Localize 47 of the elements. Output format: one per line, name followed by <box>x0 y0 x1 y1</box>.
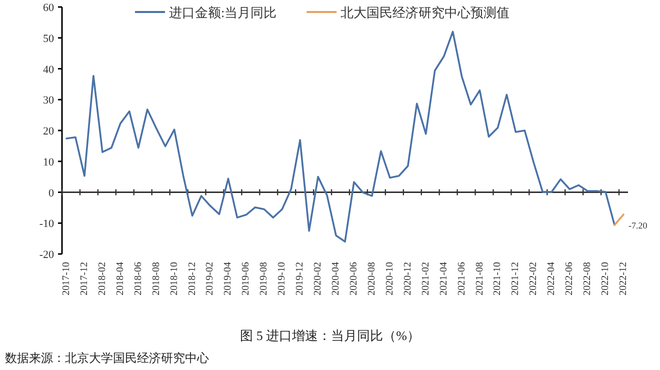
y-tick-label: 40 <box>43 64 54 76</box>
text: 图 5 进口增速：当月同比（%） <box>240 328 420 343</box>
y-tick-label: 20 <box>43 126 54 138</box>
x-tick-label: 2022-06 <box>564 262 576 296</box>
x-tick-label: 2019-02 <box>204 262 216 296</box>
x-tick-label: 2022-08 <box>582 262 594 296</box>
x-tick-label: 2021-02 <box>420 262 432 296</box>
x-tick-label: 2021-06 <box>456 262 468 296</box>
y-tick-label: 10 <box>43 156 54 168</box>
x-tick-label: 2021-08 <box>474 262 486 296</box>
x-tick-label: 2020-02 <box>312 262 324 296</box>
x-tick-label: 2021-10 <box>492 262 504 296</box>
x-tick-label: 2020-08 <box>366 262 378 296</box>
x-tick-label: 2019-06 <box>240 262 252 296</box>
line-series <box>66 30 616 243</box>
x-tick-label: 2017-10 <box>60 262 72 296</box>
x-tick-label: 2018-08 <box>150 262 162 296</box>
x-tick-label: 2019-08 <box>258 262 270 296</box>
x-tick-label: 2022-10 <box>600 262 612 296</box>
x-tick-label: 2017-12 <box>78 262 90 296</box>
y-tick-label: 60 <box>43 2 54 14</box>
x-tick-label: 2020-10 <box>384 262 396 296</box>
x-tick-label: 2019-04 <box>222 262 234 296</box>
legend-label: 进口金额:当月同比 <box>169 5 277 20</box>
source-note: 数据来源：北京大学国民经济研究中心 <box>5 351 209 365</box>
x-tick-label: 2019-10 <box>276 262 288 296</box>
y-tick-label: -20 <box>39 249 54 261</box>
x-tick-label: 2018-06 <box>132 262 144 296</box>
y-tick-label: 30 <box>43 94 54 107</box>
x-tick-label: 2018-10 <box>168 262 180 296</box>
x-tick-label: 2022-02 <box>528 262 540 296</box>
x-tick-label: 2019-12 <box>294 262 306 296</box>
x-tick-label: 2018-12 <box>186 262 198 296</box>
x-tick-label: 2018-04 <box>114 262 126 296</box>
annotation: -7.20 <box>628 220 648 230</box>
x-tick-label: 2020-06 <box>348 262 360 296</box>
x-tick-label: 2022-12 <box>618 262 630 296</box>
y-tick-label: 50 <box>43 32 54 45</box>
x-tick-label: 2021-12 <box>510 262 522 296</box>
x-tick-label: 2020-12 <box>402 262 414 296</box>
x-tick-label: 2020-04 <box>330 262 342 296</box>
y-tick-label: 0 <box>48 187 54 200</box>
y-tick-label: -10 <box>39 218 54 230</box>
x-tick-label: 2018-02 <box>96 262 108 296</box>
legend-label: 北大国民经济研究中心预测值 <box>340 5 510 20</box>
x-tick-label: 2021-04 <box>438 262 450 296</box>
x-tick-label: 2022-04 <box>546 262 558 296</box>
